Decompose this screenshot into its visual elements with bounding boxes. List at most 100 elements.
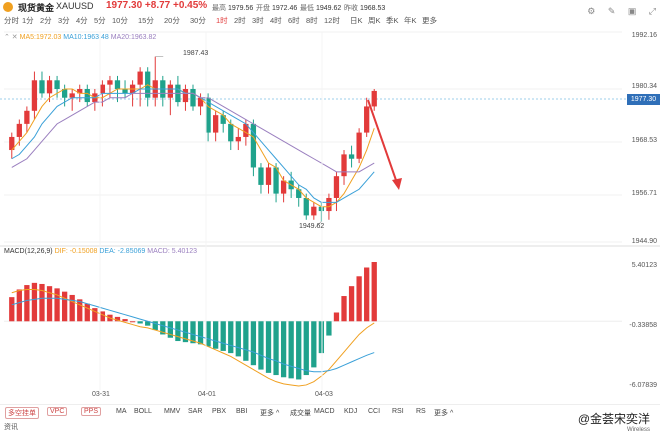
candle-body	[99, 84, 106, 94]
tab-period[interactable]: 年K	[404, 16, 417, 25]
instrument-symbol-dropdown[interactable]: XAUUSD	[56, 1, 94, 11]
low-stat: 最低 1949.62	[300, 3, 341, 13]
indicator-item[interactable]: MA	[116, 408, 127, 415]
price-change: 1977.30 +8.77 +0.45%	[106, 0, 208, 11]
news-label[interactable]: 资讯	[4, 424, 18, 431]
macd-bar	[364, 267, 370, 322]
macd-bar	[92, 308, 98, 322]
indicator-item[interactable]: MMV	[164, 408, 181, 415]
tab-period[interactable]: 2分	[40, 16, 52, 25]
macd-bar	[39, 283, 45, 322]
candle-body	[205, 97, 211, 133]
indicator-item[interactable]: PBX	[212, 408, 227, 415]
tab-period[interactable]: 3时	[252, 16, 264, 25]
tab-period[interactable]: 1时	[216, 16, 228, 25]
tab-period[interactable]: 10分	[112, 16, 128, 25]
tab-period[interactable]: 8时	[306, 16, 318, 25]
candle-body	[371, 90, 377, 107]
macd-bar	[16, 289, 22, 322]
candle-body	[114, 80, 121, 90]
open-stat: 开盘 1972.46	[256, 3, 297, 13]
candle-body	[9, 136, 15, 151]
indicator-toggle[interactable]: PPS	[81, 407, 102, 416]
tab-period[interactable]: 15分	[138, 16, 154, 25]
settings-gear-icon[interactable]: ⚙	[587, 6, 596, 16]
macd-bar	[288, 321, 294, 379]
macd-bar	[280, 321, 287, 378]
tab-period[interactable]: 季K	[386, 16, 399, 25]
indicator-item[interactable]: CCI	[368, 408, 381, 415]
indicator-toggle[interactable]: VPC	[47, 407, 68, 416]
ma-legend: ⌃ ✕ MA5:1972.03 MA10:1963.48 MA20:1963.8…	[4, 33, 156, 41]
candle-body	[243, 123, 249, 137]
tab-period[interactable]: 20分	[164, 16, 180, 25]
macd-bar	[228, 321, 234, 354]
fullscreen-icon[interactable]: ⤢	[648, 6, 656, 16]
high-value: 1979.56	[227, 5, 254, 12]
macd-bar	[333, 312, 340, 322]
high-stat: 最高 1979.56	[212, 3, 253, 13]
macd-bar	[303, 321, 309, 376]
price-axis-label: 1944.90	[631, 238, 657, 245]
date-label: 04-01	[198, 391, 216, 398]
indicator-item[interactable]: RSI	[392, 408, 404, 415]
macd-bar	[371, 262, 377, 322]
candle-body	[54, 80, 60, 90]
tab-period[interactable]: 5分	[94, 16, 106, 25]
tab-period[interactable]: 分时	[4, 16, 19, 25]
indicator-item[interactable]: SAR	[188, 408, 203, 415]
screenshot-icon[interactable]: ▣	[627, 6, 637, 16]
tab-period[interactable]: 3分	[58, 16, 70, 25]
period-tabs: 分时 1分 2分 3分 4分 5分 10分 15分 20分 30分 1时 2时 3时 4时 6时 8时 12时 日…	[0, 15, 660, 27]
tab-period[interactable]: 周K	[368, 16, 381, 25]
price-axis-label: 1992.16	[631, 32, 657, 39]
tab-period[interactable]: 日K	[350, 16, 363, 25]
tab-period[interactable]: 1分	[22, 16, 34, 25]
tab-period[interactable]: 30分	[190, 16, 206, 25]
collapse-icon[interactable]: ⌃ ✕	[4, 34, 18, 41]
watermark: @金荟宋奕洋 Wireless	[578, 410, 650, 433]
indicator-item[interactable]: BBI	[236, 408, 248, 415]
candle-body	[31, 80, 38, 111]
low-stat-label: 最低	[300, 5, 314, 12]
macd-bar	[9, 297, 15, 322]
indicator-item[interactable]: RS	[416, 408, 426, 415]
macd-bar	[341, 296, 347, 322]
indicator-item[interactable]: KDJ	[344, 408, 358, 415]
tab-period[interactable]: 更多	[422, 16, 437, 25]
drawing-tools-icon[interactable]: ✎	[607, 6, 616, 16]
tab-period[interactable]: 2时	[234, 16, 246, 25]
candle-body	[213, 115, 219, 133]
indicator-item[interactable]: 更多 ^	[260, 410, 280, 417]
indicator-toggle[interactable]: 多空挂单	[5, 407, 39, 419]
macd-bar	[24, 285, 30, 322]
price-axis-label: 1956.71	[631, 190, 657, 197]
indicator-item[interactable]: MACD	[314, 408, 335, 415]
tab-period[interactable]: 12时	[324, 16, 340, 25]
candle-body	[61, 89, 68, 98]
indicator-item[interactable]: BOLL	[134, 408, 152, 415]
macd-bar	[296, 321, 302, 380]
candle-body	[77, 89, 83, 94]
indicator-item[interactable]: 更多 ^	[434, 410, 454, 417]
candle-body	[145, 71, 151, 98]
macd-bar	[311, 321, 317, 368]
tab-period[interactable]: 4时	[270, 16, 282, 25]
tab-period[interactable]: 6时	[288, 16, 300, 25]
instrument-name: 现货黄金	[18, 3, 55, 13]
quote-header: 现货黄金 XAUUSD 1977.30 +8.77 +0.45% 最高 1979…	[0, 0, 660, 16]
macd-bar	[114, 316, 121, 322]
toolbar: ⚙ ✎ ▣ ⤢	[579, 1, 656, 19]
candle-body	[235, 136, 241, 142]
macd-bar	[220, 321, 226, 351]
candle-body	[107, 80, 113, 85]
macd-bar	[197, 321, 204, 345]
tab-period[interactable]: 4分	[76, 16, 88, 25]
candle-body	[356, 132, 362, 159]
macd-bar	[250, 321, 257, 366]
dea-line	[11, 297, 375, 373]
indicator-item[interactable]: 成交量	[290, 410, 311, 417]
macd-name: MACD(12,26,9)	[4, 248, 53, 255]
candle-body	[92, 93, 98, 103]
